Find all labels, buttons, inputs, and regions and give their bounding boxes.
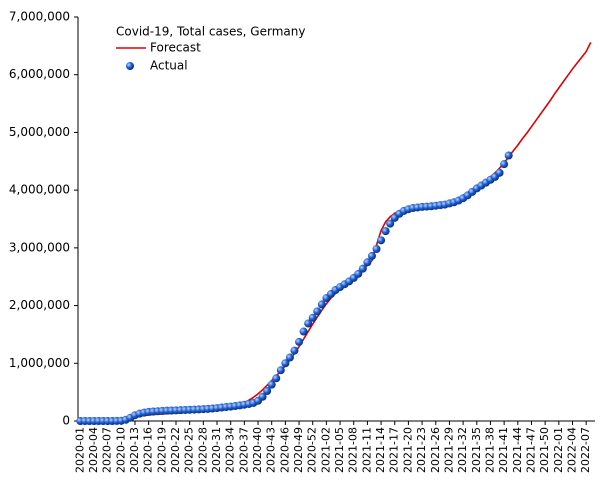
data-point [317, 300, 326, 309]
x-tick-label: 2022-01 [552, 427, 565, 473]
data-point [258, 392, 267, 401]
x-tick-label: 2020-13 [128, 427, 141, 473]
x-tick-label: 2021-50 [538, 427, 551, 473]
x-tick-label: 2020-01 [73, 427, 86, 473]
y-tick-label: 5,000,000 [9, 125, 70, 139]
x-tick-label: 2020-28 [196, 427, 209, 473]
data-point [267, 380, 276, 389]
y-tick-label: 1,000,000 [9, 356, 70, 370]
data-point [495, 168, 504, 177]
data-point [363, 258, 372, 267]
x-tick-label: 2021-17 [388, 427, 401, 473]
data-point [295, 337, 304, 346]
chart-title: Covid-19, Total cases, Germany [116, 25, 305, 39]
y-tick-label: 3,000,000 [9, 240, 70, 254]
x-tick-label: 2020-43 [265, 427, 278, 473]
x-tick-label: 2020-19 [155, 427, 168, 473]
data-point [504, 151, 513, 160]
x-tick-label: 2022-04 [565, 427, 578, 473]
x-tick-label: 2021-44 [511, 427, 524, 473]
x-tick-label: 2021-05 [333, 427, 346, 473]
data-point [500, 160, 509, 169]
x-tick-label: 2020-04 [87, 427, 100, 473]
x-tick-label: 2020-46 [278, 427, 291, 473]
y-tick-label: 2,000,000 [9, 298, 70, 312]
x-tick-label: 2020-22 [169, 427, 182, 473]
x-tick-label: 2021-47 [524, 427, 537, 473]
data-point [308, 313, 317, 322]
x-tick-label: 2020-10 [114, 427, 127, 473]
x-tick-label: 2021-02 [319, 427, 332, 473]
x-tick-label: 2021-20 [401, 427, 414, 473]
data-point [304, 319, 313, 328]
x-tick-label: 2021-38 [483, 427, 496, 473]
x-tick-label: 2020-40 [251, 427, 264, 473]
data-point [372, 245, 381, 254]
data-point [367, 251, 376, 260]
x-tick-label: 2020-31 [210, 427, 223, 473]
x-tick-label: 2021-29 [442, 427, 455, 473]
x-tick-label: 2021-23 [415, 427, 428, 473]
legend-label: Forecast [150, 41, 201, 55]
y-tick-label: 0 [62, 414, 70, 428]
data-point [386, 219, 395, 228]
y-tick-label: 6,000,000 [9, 67, 70, 81]
y-tick-label: 7,000,000 [9, 10, 70, 24]
x-tick-label: 2021-11 [360, 427, 373, 473]
x-tick-label: 2020-16 [142, 427, 155, 473]
x-tick-label: 2021-14 [374, 427, 387, 473]
x-tick-label: 2021-32 [456, 427, 469, 473]
x-tick-label: 2020-34 [224, 427, 237, 473]
data-point [276, 366, 285, 375]
y-tick-label: 4,000,000 [9, 183, 70, 197]
data-point [285, 353, 294, 362]
data-point [381, 227, 390, 236]
x-tick-label: 2021-41 [497, 427, 510, 473]
data-point [281, 359, 290, 368]
x-tick-label: 2022-07 [579, 427, 592, 473]
legend-label: Actual [150, 59, 188, 73]
data-point [354, 269, 363, 278]
x-tick-label: 2021-35 [470, 427, 483, 473]
x-tick-label: 2021-08 [347, 427, 360, 473]
data-point [299, 327, 308, 336]
x-tick-label: 2020-37 [237, 427, 250, 473]
x-tick-label: 2021-26 [429, 427, 442, 473]
x-tick-label: 2020-07 [101, 427, 114, 473]
data-point [272, 374, 281, 383]
series-line [80, 42, 592, 422]
data-point [358, 264, 367, 273]
legend-dot [126, 62, 134, 70]
data-point [263, 386, 272, 395]
x-tick-label: 2020-25 [183, 427, 196, 473]
data-point [377, 236, 386, 245]
x-tick-label: 2020-52 [306, 427, 319, 473]
x-tick-label: 2020-49 [292, 427, 305, 473]
data-point [313, 307, 322, 316]
data-point [290, 346, 299, 355]
